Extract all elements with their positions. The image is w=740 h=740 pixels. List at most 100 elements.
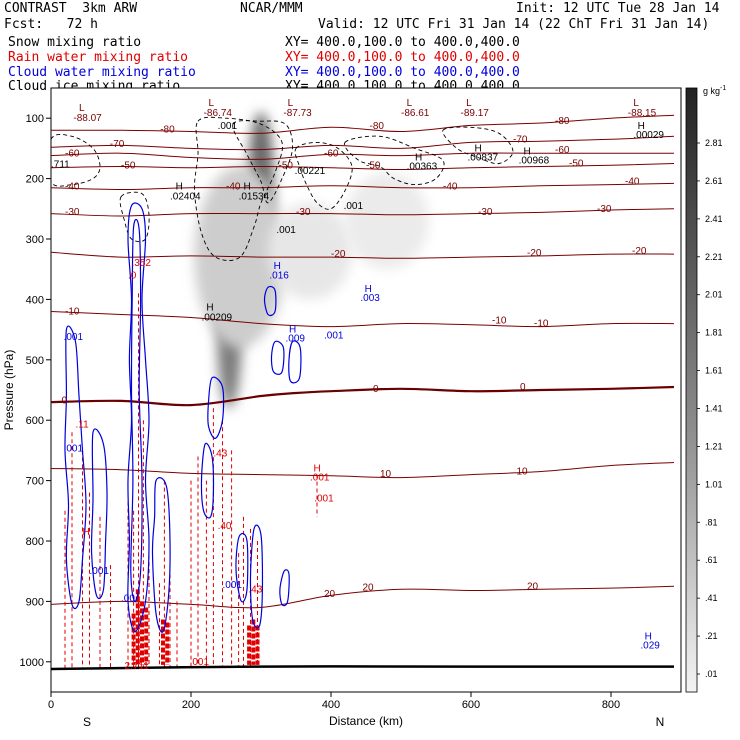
cloud-water-contours — [64, 202, 302, 633]
annotation-ice-49: .00363 — [407, 162, 438, 173]
annotation-water-65: H — [274, 261, 281, 272]
y-tick-label-1: 200 — [26, 174, 44, 186]
annotation-ice-63: .00209 — [202, 313, 233, 324]
annotation-temp-45: 20 — [527, 581, 539, 592]
annotation-temp-8: L — [466, 98, 472, 109]
field-xy-snow: XY= 400.0,100.0 to 400.0,400.0 — [285, 35, 520, 50]
colorbar-tick-label-10: .81 — [705, 517, 718, 527]
annotation-temp-23: -50 — [569, 159, 584, 170]
forecast-hour: Fcst: 72 h — [4, 17, 98, 32]
colorbar: g kg-1 2.81 2.61 2.41 2.21 2.01 1.81 1.61 1.41 1.… — [685, 85, 726, 693]
y-tick-label-7: 800 — [26, 536, 44, 548]
annotation-temp-27: -40 — [625, 177, 640, 188]
annotation-rain-90: H — [83, 527, 90, 538]
colorbar-tick-label-6: 1.61 — [705, 366, 723, 376]
annotation-temp-4: L — [288, 98, 294, 109]
annotation-ice-46: H — [638, 121, 645, 132]
annotation-ice-51: .00837 — [468, 152, 499, 163]
annotation-water-67: H — [365, 284, 372, 295]
temp-contour-7 — [51, 311, 675, 328]
annotation-rain-79: .352 — [132, 258, 152, 269]
annotation-water-72: .001 — [64, 332, 84, 343]
annotation-water-71: .001 — [324, 331, 344, 342]
temp-contour-8 — [51, 385, 675, 407]
temp-contour-0 — [51, 114, 675, 134]
temp-contour-4 — [51, 182, 675, 191]
cloud-water-contour-2 — [64, 325, 87, 610]
cloud-ice-contour-1 — [232, 120, 294, 204]
annotation-temp-9: -89.17 — [461, 108, 490, 119]
annotation-ice-61: .001 — [276, 225, 296, 236]
temp-contour-3 — [51, 163, 675, 171]
annotation-temp-21: -50 — [279, 160, 294, 171]
annotation-temp-25: -40 — [226, 181, 241, 192]
cloud-ice-contour-3 — [343, 135, 445, 186]
annotation-water-73: .001 — [64, 444, 84, 455]
cloud-water-contour-8 — [235, 532, 249, 603]
annotation-rain-89: .43 — [248, 584, 262, 595]
x-tick-label-0: 0 — [48, 699, 54, 711]
annotation-water-68: .003 — [360, 293, 380, 304]
annotation-temp-44: 20 — [363, 583, 375, 594]
colorbar-tick-label-0: 2.81 — [705, 138, 723, 148]
surface-terrain-line — [51, 665, 674, 671]
cloud-ice-contour-5 — [51, 133, 101, 187]
x-axis-end-south: S — [83, 715, 91, 729]
annotation-ice-58: H — [244, 181, 251, 192]
cloud-water-contour-0 — [127, 202, 150, 633]
annotation-water-77: H — [645, 631, 652, 642]
cloud-water-contour-9 — [270, 340, 285, 375]
annotation-temp-3: -86.74 — [204, 108, 233, 119]
annotation-ice-62: H — [206, 302, 213, 313]
snow-shade-3 — [268, 202, 352, 300]
annotation-temp-16: -70 — [513, 134, 528, 145]
init-time: Init: 12 UTC Tue 28 Jan 14 — [516, 1, 720, 16]
annotation-temp-37: -10 — [534, 319, 549, 330]
snow-shade-4 — [345, 172, 429, 270]
x-tick-label-3: 600 — [462, 699, 480, 711]
annotation-temp-30: -30 — [478, 207, 493, 218]
annotation-temp-15: -70 — [110, 139, 125, 150]
annotation-water-69: H — [289, 325, 296, 336]
annotation-temp-29: -30 — [296, 207, 311, 218]
cloud-water-contour-1 — [130, 218, 143, 603]
x-tick-label-1: 200 — [182, 699, 200, 711]
annotation-temp-39: 0 — [373, 384, 379, 395]
annotation-ice-64: .711 — [51, 160, 70, 171]
y-tick-label-3: 400 — [26, 294, 44, 306]
x-tick-label-2: 400 — [322, 699, 340, 711]
annotation-ice-54: .00221 — [295, 166, 326, 177]
cloud-water-contour-10 — [288, 340, 302, 384]
cloud-water-contour-6 — [207, 376, 225, 439]
annotation-ice-55: .001 — [218, 121, 238, 132]
colorbar-tick-label-11: .61 — [705, 555, 718, 565]
annotation-temp-2: L — [209, 98, 215, 109]
x-axis-title: Distance (km) — [329, 714, 403, 728]
cloud-water-contour-3 — [90, 428, 108, 600]
annotation-rain-84: .43 — [213, 448, 227, 459]
temp-contour-5 — [51, 208, 675, 217]
colorbar-unit: g kg-1 — [703, 85, 726, 96]
annotation-temp-0: L — [79, 103, 85, 114]
annotation-temp-12: -80 — [160, 125, 175, 136]
colorbar-tick-label-14: .01 — [705, 669, 718, 679]
colorbar-tick-label-3: 2.21 — [705, 252, 723, 262]
field-name-snow: Snow mixing ratio — [8, 35, 142, 50]
annotation-temp-10: L — [633, 98, 639, 109]
cloud-ice-contour-6 — [119, 191, 150, 243]
field-xy-cloud-water: XY= 400.0,100.0 to 400.0,400.0 — [285, 65, 520, 80]
x-tick-label-4: 800 — [602, 699, 620, 711]
annotation-ice-59: .01534 — [239, 192, 270, 203]
cloud-water-contour-5 — [200, 442, 215, 519]
colorbar-ramp — [685, 87, 698, 693]
annotation-water-76: .001 — [223, 580, 243, 591]
y-tick-label-6: 700 — [26, 476, 44, 488]
annotation-rain-87: .001 — [190, 657, 210, 668]
annotation-temp-26: -40 — [443, 181, 458, 192]
annotation-water-74: .001 — [90, 566, 110, 577]
annotation-ice-52: H — [524, 146, 531, 157]
annotation-temp-11: -88.15 — [628, 108, 657, 119]
colorbar-tick-label-9: 1.01 — [705, 479, 723, 489]
valid-time: Valid: 12 UTC Fri 31 Jan 14 (22 ChT Fri … — [318, 17, 710, 32]
